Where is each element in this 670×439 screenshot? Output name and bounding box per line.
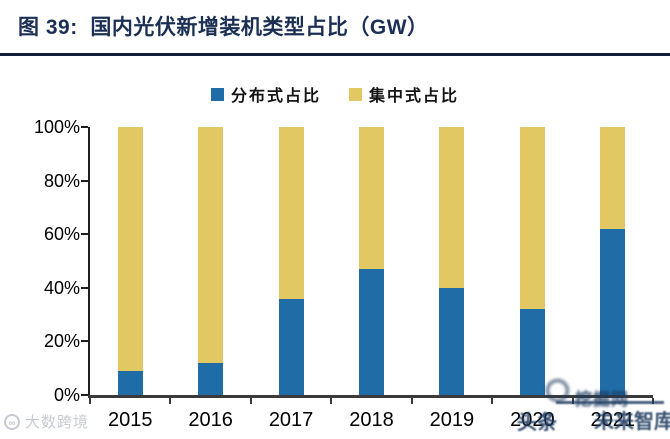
bar-2020-centralized [519,127,545,310]
x-axis-tick [410,398,413,404]
y-axis-tick [81,233,88,236]
y-axis-label: 80% [43,170,80,191]
x-axis-label-2018: 2018 [349,409,394,431]
y-axis-label: 0% [53,385,80,405]
x-axis-tick [491,398,494,404]
y-axis-tick [81,126,88,128]
x-axis-tick [249,398,252,404]
x-axis-tick [571,398,574,404]
bar-2016-distributed [198,362,224,395]
legend-label: 分布式占比 [230,88,321,105]
x-axis-label-2017: 2017 [268,409,314,431]
y-axis-tick [81,394,88,396]
x-axis-tick [169,398,172,404]
bar-2017-distributed [278,298,304,395]
legend-swatch-icon [349,87,362,101]
bar-2018-centralized [359,127,384,270]
x-axis-line [88,395,653,398]
x-axis-label-2016: 2016 [188,409,233,431]
y-axis-tick [81,286,88,289]
y-axis-tick [81,340,88,343]
y-axis-tick [81,179,88,182]
watermark-dashukuajing-text: 大数跨境 [25,414,90,431]
legend-swatch-icon [210,87,224,101]
dashukuajing-logo-icon: ∞ [4,413,20,430]
bar-2016-centralized [198,127,224,363]
bar-2020-distributed [519,309,545,395]
bar-2015-centralized [117,127,143,371]
x-axis-tick [330,398,333,404]
plot-area: 0% 20% 40% 60% 80% 100% 2015 2016 2017 2018 2019 20… [34,117,654,431]
watermark-dashukuajing: ∞ 大数跨境 [4,411,89,432]
bar-2019-centralized [439,127,465,288]
bar-2017-centralized [278,127,304,299]
legend-item-distributed: 分布式占比 [210,82,321,106]
bar-2015-distributed [117,370,143,395]
x-axis-label-2015: 2015 [107,409,153,431]
bar-2018-distributed [359,269,384,395]
bar-2021-centralized [600,127,626,229]
x-axis-label-2020: 2020 [510,409,555,431]
y-axis-label: 40% [43,277,80,298]
legend-label: 集中式占比 [369,88,460,105]
title-divider [0,53,670,56]
x-axis-tick [89,398,91,404]
x-axis-tick [652,398,654,404]
legend-item-centralized: 集中式占比 [349,82,459,106]
bar-2021-distributed [600,228,626,395]
x-axis-label-2021: 2021 [590,409,636,431]
y-axis-label: 60% [43,224,80,245]
y-axis-label: 100% [33,117,80,137]
chart-legend: 分布式占比 集中式占比 [0,82,670,106]
y-axis-label: 20% [43,331,80,352]
x-axis-label-2019: 2019 [429,409,475,431]
figure-title: 图 39: 国内光伏新增装机类型占比（GW） [18,16,429,39]
bar-2019-distributed [439,287,465,395]
